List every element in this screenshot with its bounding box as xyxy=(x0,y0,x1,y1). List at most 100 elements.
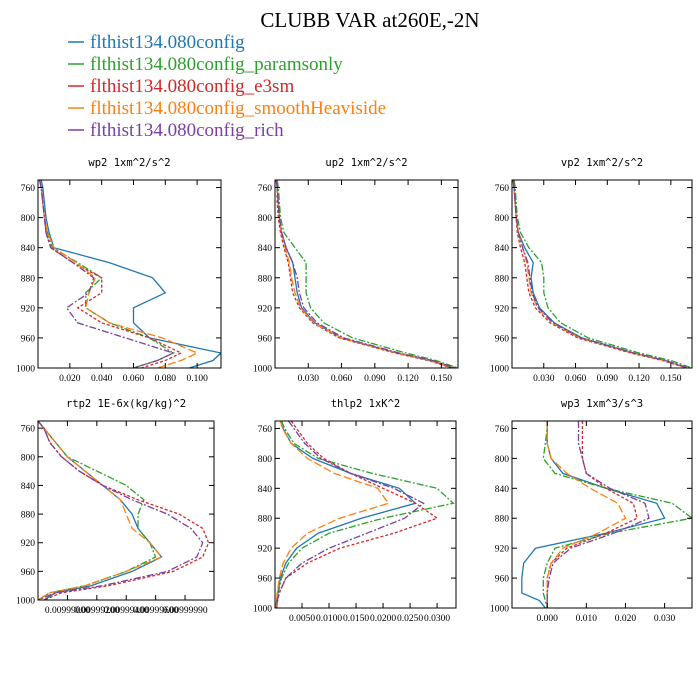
legend-label-5: flthist134.080config_rich xyxy=(90,120,284,141)
series-line-1 xyxy=(275,421,417,608)
xtick-label: 0.030 xyxy=(654,614,676,624)
ytick-label: 880 xyxy=(495,515,510,525)
xtick-label: 0.0050 xyxy=(289,614,315,624)
ytick-label: 760 xyxy=(495,184,510,194)
series-line-2 xyxy=(38,180,175,368)
xtick-label: 0.00999990 xyxy=(162,606,207,616)
panel-6-series xyxy=(521,421,692,608)
ytick-label: 1000 xyxy=(490,365,509,375)
panel-3: vp2 1xm^2/s^2 760 800 840 880 920 960 1000 0.030… xyxy=(490,157,693,384)
series-line-3 xyxy=(546,421,638,608)
xtick-label: 0.0100 xyxy=(316,614,342,624)
xtick-label: 0.100 xyxy=(186,374,208,384)
ytick-label: 920 xyxy=(495,304,510,314)
xtick-label: 0.00999000 xyxy=(45,606,90,616)
series-line-3 xyxy=(38,421,210,600)
plot-frame xyxy=(37,179,222,369)
ytick-label: 840 xyxy=(495,485,510,495)
ytick-label: 1000 xyxy=(490,605,509,615)
panel-2: up2 1xm^2/s^2 760 800 840 880 920 960 1000 0.030… xyxy=(253,157,459,384)
series-line-3 xyxy=(275,180,453,368)
ytick-label: 760 xyxy=(21,425,36,435)
series-line-5 xyxy=(546,421,650,608)
legend: flthist134.080configflthist134.080config… xyxy=(68,32,386,141)
series-line-1 xyxy=(513,180,687,368)
ytick-label: 960 xyxy=(21,568,36,578)
series-line-3 xyxy=(275,421,439,608)
ytick-label: 880 xyxy=(495,274,510,284)
series-line-4 xyxy=(275,421,390,608)
xtick-label: 0.120 xyxy=(397,374,419,384)
series-line-2 xyxy=(276,180,458,368)
ytick-label: 920 xyxy=(495,545,510,555)
xtick-label: 0.080 xyxy=(155,374,177,384)
xtick-label: 0.060 xyxy=(123,374,145,384)
plot-frame xyxy=(511,420,693,609)
ytick-label: 1000 xyxy=(253,605,272,615)
panel-title-6: wp3 1xm^3/s^3 xyxy=(561,398,643,410)
panel-5-series xyxy=(275,421,455,608)
xtick-label: 0.030 xyxy=(298,374,320,384)
ytick-label: 880 xyxy=(258,515,273,525)
ytick-label: 840 xyxy=(495,244,510,254)
xtick-label: 0.00999200 xyxy=(74,606,119,616)
series-line-5 xyxy=(38,180,176,368)
panel-4: rtp2 1E-6x(kg/kg)^2 760 800 840 880 920 960 100… xyxy=(16,398,215,616)
panel-title-4: rtp2 1E-6x(kg/kg)^2 xyxy=(66,398,186,410)
series-line-4 xyxy=(38,180,199,368)
series-line-4 xyxy=(38,421,163,600)
ytick-label: 880 xyxy=(258,274,273,284)
series-line-4 xyxy=(512,180,688,368)
ytick-label: 960 xyxy=(495,575,510,585)
ytick-label: 960 xyxy=(258,334,273,344)
legend-label-4: flthist134.080config_smoothHeaviside xyxy=(90,98,386,119)
ytick-label: 880 xyxy=(21,511,36,521)
series-line-1 xyxy=(276,180,453,368)
ytick-label: 1000 xyxy=(16,365,35,375)
panel-title-1: wp2 1xm^2/s^2 xyxy=(88,157,170,169)
series-line-5 xyxy=(38,421,204,600)
plot-frame xyxy=(274,179,459,369)
ytick-label: 800 xyxy=(258,455,273,465)
ytick-label: 920 xyxy=(21,539,36,549)
figure-title: CLUBB VAR at260E,-2N xyxy=(260,8,479,32)
ytick-label: 840 xyxy=(21,482,36,492)
ytick-label: 800 xyxy=(495,214,510,224)
panel-title-2: up2 1xm^2/s^2 xyxy=(325,157,407,169)
ytick-label: 800 xyxy=(21,453,36,463)
ytick-label: 760 xyxy=(21,184,36,194)
series-line-5 xyxy=(275,180,456,368)
xtick-label: 0.020 xyxy=(615,614,637,624)
ytick-label: 920 xyxy=(258,545,273,555)
series-line-5 xyxy=(512,180,689,368)
legend-label-1: flthist134.080config xyxy=(90,32,245,53)
ytick-label: 880 xyxy=(21,274,36,284)
ytick-label: 1000 xyxy=(253,365,272,375)
legend-label-3: flthist134.080config_e3sm xyxy=(90,76,294,97)
ytick-label: 760 xyxy=(258,184,273,194)
ytick-label: 960 xyxy=(21,334,36,344)
panel-1-series xyxy=(38,180,221,368)
panel-4-series xyxy=(38,421,210,600)
legend-label-2: flthist134.080config_paramsonly xyxy=(90,54,343,75)
panel-title-5: thlp2 1xK^2 xyxy=(331,398,401,410)
ytick-label: 960 xyxy=(258,575,273,585)
series-line-2 xyxy=(275,421,455,608)
series-line-5 xyxy=(275,421,425,608)
series-line-2 xyxy=(542,421,692,608)
series-line-1 xyxy=(40,180,221,368)
xtick-label: 0.000 xyxy=(537,614,559,624)
ytick-label: 1000 xyxy=(16,597,35,607)
series-line-2 xyxy=(513,180,692,368)
xtick-label: 0.150 xyxy=(660,374,682,384)
ytick-label: 840 xyxy=(258,244,273,254)
ytick-label: 800 xyxy=(21,214,36,224)
plot-frame xyxy=(274,420,457,609)
panel-2-series xyxy=(275,180,458,368)
xtick-label: 0.090 xyxy=(597,374,619,384)
series-line-2 xyxy=(38,421,157,600)
xtick-label: 0.040 xyxy=(91,374,113,384)
ytick-label: 840 xyxy=(258,485,273,495)
ytick-label: 840 xyxy=(21,244,36,254)
